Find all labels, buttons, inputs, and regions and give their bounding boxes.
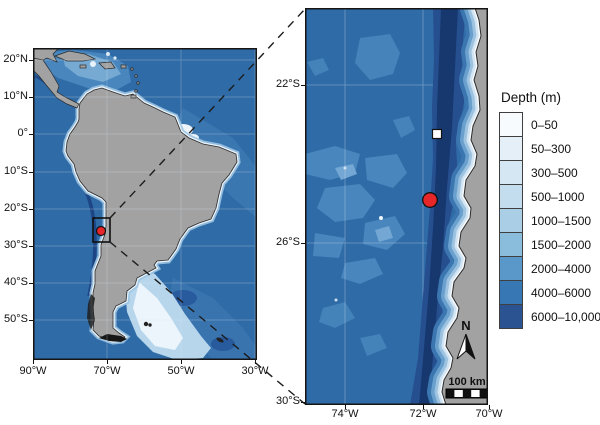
legend-entry: 50–300 — [499, 136, 600, 161]
legend-swatch — [499, 256, 523, 281]
north-arrow: N — [456, 318, 476, 360]
legend-entry: 1000–1500 — [499, 208, 600, 233]
overview-y-tick — [29, 97, 33, 98]
detail-x-tick-label: 70°W — [475, 408, 503, 420]
legend-title: Depth (m) — [501, 90, 562, 105]
legend-entry: 500–1000 — [499, 184, 600, 209]
legend-rows: 0–50 50–300 300–500 500–1000 1000–1500 1500–2… — [499, 112, 600, 329]
overview-y-tick — [29, 283, 33, 284]
legend-swatch — [499, 280, 523, 305]
overview-y-tick-label: 40°S — [4, 276, 28, 288]
overview-x-tick-label: 30°W — [241, 365, 269, 377]
legend-entry-label: 1500–2000 — [531, 237, 592, 252]
chile-land — [442, 8, 488, 405]
detail-x-tick-label: 74°W — [331, 408, 359, 420]
detail-y-tick-label: 30°S — [276, 395, 300, 407]
overview-y-tick-label: 20°S — [4, 202, 28, 214]
scale-bar-label: 100 km — [448, 376, 486, 388]
detail-border — [305, 8, 488, 405]
overview-y-tick — [29, 209, 33, 210]
depth-legend: Depth (m) 0–50 50–300 300–500 500–1000 1000–… — [499, 90, 600, 329]
detail-map: N 100 km — [305, 8, 488, 405]
detail-y-tick — [301, 402, 305, 403]
legend-swatch — [499, 112, 523, 137]
overview-y-tick-label: 20°N — [3, 53, 28, 65]
overview-x-tick-label: 90°W — [19, 365, 47, 377]
station-marker-white-square — [431, 128, 443, 140]
trench-core — [419, 8, 458, 405]
detail-x-tick — [423, 405, 424, 409]
legend-entry: 6000–10,000 — [499, 304, 600, 329]
legend-entry-label: 6000–10,000 — [531, 309, 600, 324]
detail-y-tick-label: 26°S — [276, 236, 300, 248]
detail-x-tick-label: 72°W — [409, 408, 437, 420]
north-arrow-label: N — [461, 318, 470, 333]
legend-swatch — [499, 184, 523, 209]
overview-y-tick — [29, 60, 33, 61]
overview-y-tick — [29, 134, 33, 135]
overview-map — [33, 48, 257, 360]
legend-entry: 1500–2000 — [499, 232, 600, 257]
detail-y-tick — [301, 85, 305, 86]
legend-swatch — [499, 208, 523, 233]
detail-y-tick — [301, 243, 305, 244]
overview-x-tick — [255, 360, 256, 364]
legend-swatch — [499, 160, 523, 185]
overview-x-tick — [181, 360, 182, 364]
overview-x-tick-label: 70°W — [93, 365, 121, 377]
legend-swatch — [499, 304, 523, 329]
legend-entry: 0–50 — [499, 112, 600, 137]
site-marker-overview — [95, 225, 107, 237]
overview-y-tick-label: 10°S — [4, 165, 28, 177]
detail-x-tick — [345, 405, 346, 409]
overview-y-tick-label: 50°S — [4, 313, 28, 325]
overview-y-tick — [29, 246, 33, 247]
overview-x-tick — [107, 360, 108, 364]
overview-y-tick-label: 10°N — [3, 90, 28, 102]
detail-x-tick — [489, 405, 490, 409]
legend-entry-label: 300–500 — [531, 165, 578, 180]
legend-entry-label: 500–1000 — [531, 189, 585, 204]
legend-entry-label: 2000–4000 — [531, 261, 592, 276]
site-marker-detail — [422, 192, 438, 208]
legend-entry: 300–500 — [499, 160, 600, 185]
scale-bar: 100 km — [445, 376, 488, 399]
overview-y-tick — [29, 172, 33, 173]
legend-entry-label: 0–50 — [531, 117, 558, 132]
legend-entry-label: 50–300 — [531, 141, 572, 156]
legend-swatch — [499, 232, 523, 257]
inset-extent-box — [92, 217, 111, 243]
overview-x-tick — [33, 360, 34, 364]
chile-coastline — [441, 8, 482, 405]
overview-y-tick-label: 0° — [17, 127, 28, 139]
legend-entry-label: 1000–1500 — [531, 213, 592, 228]
overview-y-tick — [29, 320, 33, 321]
legend-entry-label: 4000–6000 — [531, 285, 592, 300]
overview-y-tick-label: 30°S — [4, 239, 28, 251]
legend-entry: 2000–4000 — [499, 256, 600, 281]
detail-y-tick-label: 22°S — [276, 78, 300, 90]
legend-swatch — [499, 136, 523, 161]
legend-entry: 4000–6000 — [499, 280, 600, 305]
overview-x-tick-label: 50°W — [167, 365, 195, 377]
detail-ocean-patches — [305, 34, 415, 356]
